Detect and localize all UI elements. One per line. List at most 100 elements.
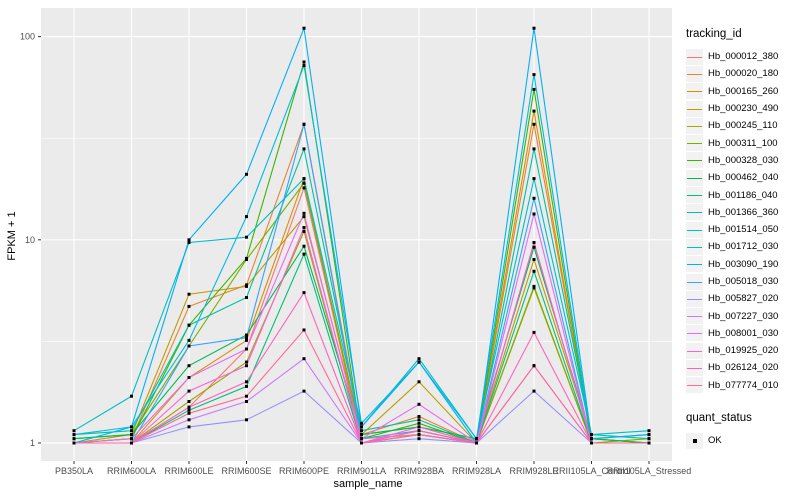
legend-label: Hb_007227_030: [708, 310, 779, 322]
data-point: [187, 323, 191, 327]
x-tick-label: RRII105LA_Stressed: [607, 466, 692, 476]
data-point: [245, 284, 248, 288]
data-point: [532, 245, 536, 249]
data-point: [647, 437, 651, 441]
data-point: [187, 344, 191, 348]
data-point: [532, 122, 536, 126]
legend-key: [686, 65, 703, 82]
legend-item: Hb_003090_190: [686, 256, 798, 273]
legend-key: [686, 377, 703, 394]
legend-key: [686, 83, 703, 100]
legend-item: Hb_000462_040: [686, 169, 798, 186]
data-point: [130, 441, 133, 445]
data-point: [72, 437, 76, 441]
x-tick-label: PB350LA: [55, 466, 93, 476]
data-point: [72, 441, 76, 445]
data-point: [302, 186, 306, 190]
legend-item: Hb_005018_030: [686, 273, 798, 290]
data-point: [245, 336, 248, 340]
legend-label: Hb_026124_020: [708, 362, 779, 374]
legend-label: Hb_000462_040: [708, 172, 779, 184]
legend-line-swatch: [687, 160, 702, 162]
legend-line-swatch: [687, 212, 702, 214]
data-point: [532, 269, 536, 273]
legend-line-swatch: [687, 143, 702, 145]
legend-line-swatch: [687, 367, 702, 369]
data-point: [532, 212, 536, 216]
legend-line-swatch: [687, 264, 702, 266]
data-point: [417, 402, 421, 406]
data-point: [187, 292, 191, 296]
legend-line-swatch: [687, 246, 702, 248]
data-point: [302, 147, 306, 151]
data-point: [245, 296, 248, 299]
legend-key: [686, 308, 703, 325]
data-point: [417, 380, 421, 384]
data-point: [302, 229, 306, 233]
gridlines: [41, 8, 672, 461]
data-point: [475, 437, 478, 441]
legend-item: Hb_008001_030: [686, 325, 798, 342]
point-swatch-icon: [692, 438, 697, 443]
legend-title: tracking_id: [686, 28, 742, 40]
legend-key: [686, 342, 703, 359]
quant-legend-title: quant_status: [686, 411, 752, 424]
data-point: [532, 147, 536, 151]
data-point: [187, 238, 191, 242]
data-point: [417, 415, 421, 418]
data-point: [302, 177, 306, 181]
legend-key: [686, 290, 703, 307]
legend-line-swatch: [687, 91, 702, 93]
data-point: [245, 364, 248, 368]
legend-key: [686, 273, 703, 290]
legend-line-swatch: [687, 56, 702, 58]
y-tick-label: 10: [25, 235, 35, 245]
legend-key: [686, 256, 703, 273]
data-point: [187, 405, 191, 409]
legend-item: Hb_005827_020: [686, 290, 798, 307]
data-point: [245, 394, 248, 398]
legend-label: Hb_000230_490: [708, 103, 779, 115]
x-tick-label: RRIM928LA: [452, 466, 501, 476]
legend-item: Hb_000230_490: [686, 100, 798, 117]
x-tick-label: RRIM928LE: [509, 466, 558, 476]
data-point: [590, 437, 593, 441]
legend-label: Hb_077774_010: [708, 379, 779, 391]
legend-line-swatch: [687, 350, 702, 352]
data-point: [187, 241, 191, 244]
legend-key: [686, 187, 703, 204]
data-point: [245, 235, 248, 239]
data-point: [532, 73, 536, 77]
legend-line-swatch: [687, 333, 702, 335]
legend-line-swatch: [687, 281, 702, 283]
legend-label: Hb_000165_260: [708, 85, 779, 97]
legend-label: Hb_000012_380: [708, 51, 779, 63]
data-point: [417, 418, 421, 422]
legend-line-swatch: [687, 73, 702, 75]
data-point: [187, 338, 191, 342]
data-point: [360, 429, 363, 433]
data-point: [302, 211, 306, 215]
x-tick-label: RRIM928BA: [394, 466, 444, 476]
data-point: [532, 330, 536, 334]
data-point: [187, 376, 191, 379]
data-point: [245, 418, 248, 422]
axis-ticks: 1 10 100 PB350LA RRIM600LA RRIM600LE RRIM600SE…: [20, 32, 691, 476]
legend-item: Hb_000020_180: [686, 65, 798, 82]
quant-legend-item: OK: [686, 432, 798, 449]
data-point: [187, 408, 191, 412]
data-point: [417, 425, 421, 429]
legend-key: [686, 169, 703, 186]
legend-key: [686, 152, 703, 169]
data-point: [302, 244, 306, 248]
legend-label: Hb_000328_030: [708, 154, 779, 166]
legend-key: [686, 359, 703, 376]
legend-line-swatch: [687, 316, 702, 318]
data-point: [187, 389, 191, 393]
data-point: [360, 433, 363, 437]
data-point: [187, 304, 191, 308]
data-point: [360, 437, 363, 441]
quant-legend-key: [686, 432, 703, 449]
